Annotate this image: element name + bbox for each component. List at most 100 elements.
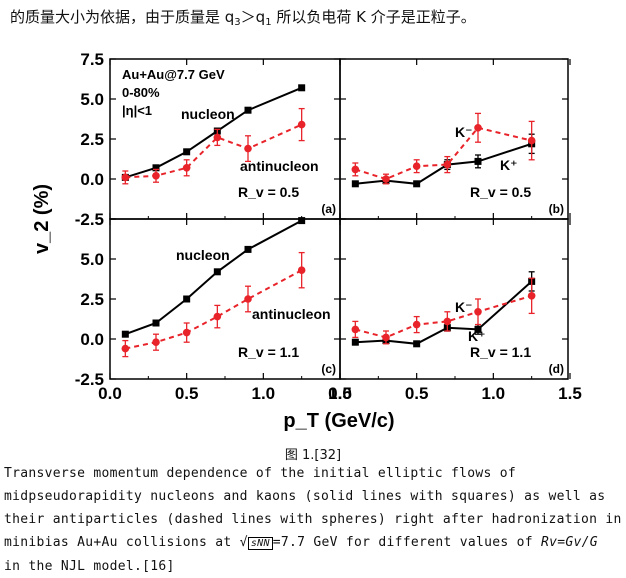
y-tick-label: 5.0 (80, 90, 104, 109)
y-axis-label: v_2 (%) (31, 184, 53, 254)
v2-figure: -2.5 0.0 2.5 5.0 7.5 -2.5 0.0 2.5 5.0 0.0 0.5 1.0 1.… (0, 44, 626, 444)
data-point-square (152, 319, 160, 327)
data-point-circle (297, 120, 306, 129)
panel-id-label: (b) (549, 202, 564, 216)
preceding-text-part2: ＞q (240, 8, 266, 26)
data-point-circle (244, 144, 252, 153)
preceding-text-sub2: 1 (265, 17, 272, 28)
data-point-circle (213, 312, 222, 321)
x-axis-label: p_T (GeV/c) (283, 410, 394, 432)
description-text-after: in the NJL model.[16] (4, 559, 175, 574)
rv-label: R_v = 1.1 (238, 344, 299, 360)
sqrt-s-nn-box: sNN (247, 537, 273, 550)
data-point-square (351, 338, 359, 346)
data-point-circle (527, 292, 536, 300)
series-line (355, 142, 532, 185)
y-tick-label: -2.5 (75, 370, 104, 389)
data-point-circle (382, 175, 390, 183)
data-point-circle (244, 295, 252, 303)
data-point-square (298, 217, 306, 225)
rv-label: R_v = 0.5 (238, 184, 299, 200)
data-point-circle (443, 160, 452, 169)
data-point-circle (182, 328, 191, 337)
data-point-square (413, 180, 421, 188)
data-point-circle (152, 172, 160, 180)
panel-id-label: (a) (321, 202, 336, 216)
data-point-square (474, 325, 482, 333)
label-kminus-d: K⁻ (455, 299, 473, 315)
data-point-square (413, 340, 421, 348)
data-point-circle (527, 136, 536, 145)
rv-formula: Rv=Gv/G (540, 535, 598, 550)
preceding-text-line: 的质量大小为依据，由于质量是 q3＞q1 所以负电荷 K 介子是正粒子。 (10, 6, 476, 28)
y-tick-label: 5.0 (80, 250, 104, 269)
label-antinucleon-c: antinucleon (252, 306, 331, 322)
panel-a-header-line: Au+Au@7.7 GeV (122, 67, 225, 82)
figure-caption: 图 1.[32] (284, 448, 342, 463)
data-point-square (183, 295, 191, 303)
y-tick-label: 2.5 (80, 130, 104, 149)
data-point-square (474, 157, 482, 165)
label-kminus-b: K⁻ (455, 124, 473, 140)
figure-description: Transverse momentum dependence of the in… (4, 462, 622, 578)
x-tick-label: 0.0 (98, 384, 122, 403)
label-kplus-d: K⁺ (468, 328, 486, 344)
panel-a-header-line: 0-80% (122, 85, 160, 100)
label-nucleon-c: nucleon (176, 247, 230, 263)
x-tick-label: 0.5 (405, 384, 429, 403)
description-text-mid: =7.7 GeV for different values of (272, 535, 541, 550)
y-tick-label: 0.0 (80, 170, 104, 189)
series-line (124, 219, 303, 336)
data-point-circle (443, 317, 452, 326)
data-point-circle (474, 124, 482, 132)
label-nucleon-a: nucleon (181, 106, 235, 122)
description-text-before: Transverse momentum dependence of the in… (4, 466, 622, 550)
data-point-circle (121, 344, 130, 353)
data-point-square (244, 245, 252, 253)
y-tick-label: 0.0 (80, 330, 104, 349)
data-point-square (244, 106, 252, 114)
panel-id-label: (c) (321, 362, 336, 376)
label-kplus-b: K⁺ (500, 157, 518, 173)
x-tick-label: 1.0 (252, 384, 276, 403)
data-point-circle (152, 338, 160, 347)
data-point-circle (474, 308, 482, 316)
panel-frame-1-1 (339, 218, 569, 380)
data-point-square (121, 330, 129, 338)
preceding-text-part1: 的质量大小为依据，由于质量是 q (10, 8, 235, 26)
data-point-square (298, 84, 306, 92)
data-point-circle (412, 162, 421, 170)
panel-frame-1-0 (109, 218, 341, 380)
data-point-circle (121, 173, 130, 182)
y-tick-label: 7.5 (80, 50, 104, 69)
rv-label: R_v = 0.5 (470, 184, 531, 200)
x-tick-label: 0.5 (175, 384, 199, 403)
data-point-square (152, 164, 160, 172)
preceding-text-sub1: 3 (234, 17, 241, 28)
series-line (355, 126, 532, 181)
data-point-circle (382, 333, 390, 342)
data-point-square (213, 268, 221, 276)
x-tick-label: 1.5 (328, 384, 352, 403)
series-line (355, 294, 532, 339)
data-point-circle (182, 164, 191, 172)
y-tick-label: -2.5 (75, 210, 104, 229)
rv-label: R_v = 1.1 (470, 344, 531, 360)
data-point-square (351, 180, 359, 188)
preceding-text-part3: 所以负电荷 K 介子是正粒子。 (271, 8, 476, 26)
label-antinucleon-a: antinucleon (240, 158, 319, 174)
series-line (355, 280, 533, 345)
panel-frame-0-0 (109, 58, 341, 220)
y-tick-label: 2.5 (80, 290, 104, 309)
series-line (125, 86, 303, 179)
series-line (125, 123, 303, 179)
panel-id-label: (d) (549, 362, 564, 376)
data-point-circle (213, 133, 222, 142)
x-tick-label: 1.5 (558, 384, 582, 403)
data-point-circle (297, 266, 306, 274)
v2-chart: -2.50.02.55.07.5-2.50.02.55.00.0 0.5 1.0 1.… (31, 50, 582, 432)
data-point-circle (412, 320, 421, 329)
x-tick-label: 0.0 (328, 384, 352, 403)
x-tick-label: 1.0 (482, 384, 506, 403)
data-point-square (183, 148, 191, 156)
